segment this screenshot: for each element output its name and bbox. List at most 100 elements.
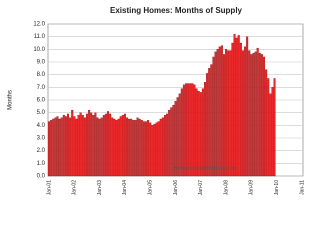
- x-tick-label: Jan-11: [299, 180, 305, 195]
- bar: [92, 115, 95, 177]
- bar: [157, 121, 160, 177]
- bar: [263, 56, 266, 177]
- bar: [48, 121, 51, 177]
- x-tick-label: Jan-09: [249, 180, 255, 196]
- bar: [189, 83, 192, 177]
- bar: [98, 118, 101, 177]
- bar: [244, 46, 247, 177]
- bar: [126, 117, 129, 177]
- chart-title: Existing Homes: Months of Supply: [110, 6, 243, 15]
- bar: [62, 115, 65, 177]
- bar: [132, 120, 135, 177]
- bar: [138, 118, 141, 177]
- watermark: www.calculatedriskblog.com: [174, 165, 237, 171]
- y-tick-label: 3.0: [37, 136, 46, 142]
- bar: [241, 50, 244, 177]
- bar: [113, 118, 116, 177]
- bar: [64, 116, 67, 177]
- bar: [225, 49, 228, 177]
- bar: [178, 93, 181, 177]
- bar: [50, 120, 53, 177]
- bar: [227, 50, 230, 177]
- y-tick-label: 6.0: [37, 98, 46, 104]
- bar: [229, 50, 232, 177]
- y-tick-label: 5.0: [37, 110, 46, 116]
- bar: [271, 87, 274, 177]
- x-tick-label: Jan-04: [122, 180, 128, 196]
- bar: [161, 117, 164, 177]
- bar: [155, 122, 158, 177]
- bar: [134, 120, 137, 177]
- bar: [111, 117, 114, 177]
- bar: [107, 111, 110, 177]
- bar: [185, 83, 188, 177]
- bar: [102, 115, 105, 177]
- bar: [248, 50, 251, 177]
- bar: [182, 84, 185, 177]
- bar: [145, 121, 147, 177]
- bar: [60, 117, 63, 177]
- x-tick-label: Jan-07: [198, 180, 204, 196]
- bar: [136, 117, 139, 177]
- bar: [191, 83, 194, 177]
- y-tick-label: 8.0: [37, 72, 46, 78]
- bar: [119, 116, 122, 177]
- bar: [193, 84, 196, 177]
- bar: [100, 117, 103, 177]
- bar: [147, 120, 150, 177]
- bar: [88, 109, 91, 177]
- bar: [77, 115, 80, 177]
- bar: [187, 83, 190, 177]
- bar: [235, 37, 238, 177]
- x-tick-label: Jan-02: [72, 180, 78, 196]
- bar: [273, 78, 276, 177]
- bar: [104, 113, 107, 177]
- x-tick-label: Jan-08: [223, 180, 229, 196]
- bar: [239, 42, 242, 177]
- bar: [79, 112, 82, 177]
- bar: [180, 88, 183, 177]
- y-tick-label: 7.0: [37, 85, 46, 91]
- bar: [218, 46, 221, 177]
- bar: [142, 121, 145, 177]
- bar: [256, 47, 259, 177]
- bar: [90, 112, 93, 177]
- y-tick-label: 11.0: [34, 34, 46, 40]
- bar: [149, 122, 152, 177]
- bar: [163, 115, 166, 177]
- y-tick-label: 9.0: [37, 60, 46, 66]
- bar: [254, 51, 257, 177]
- bar: [159, 118, 162, 177]
- bar: [140, 120, 143, 177]
- bar: [123, 113, 126, 177]
- x-tick-label: Jan-06: [173, 180, 179, 196]
- bar: [117, 118, 120, 177]
- bar: [94, 112, 97, 177]
- chart: Existing Homes: Months of Supply Months …: [7, 6, 306, 196]
- x-tick-label: Jan-05: [148, 180, 154, 196]
- bar: [216, 49, 219, 177]
- bar: [212, 56, 215, 177]
- y-tick-label: 1.0: [37, 161, 46, 167]
- bar: [267, 78, 270, 177]
- bar: [210, 64, 213, 177]
- bar: [130, 118, 133, 177]
- bar: [265, 69, 268, 177]
- bar: [197, 90, 200, 177]
- bar: [67, 113, 70, 177]
- bar: [52, 118, 55, 177]
- bar: [121, 115, 124, 177]
- bar: [109, 113, 112, 177]
- bar: [233, 33, 236, 177]
- bar: [252, 52, 255, 177]
- bar: [237, 35, 240, 177]
- bar: [166, 113, 169, 177]
- bar: [174, 101, 177, 177]
- bar: [71, 109, 74, 177]
- bar: [258, 52, 261, 177]
- bar: [222, 54, 225, 177]
- y-tick-label: 12.0: [33, 22, 45, 28]
- bar: [208, 68, 211, 177]
- bar: [58, 118, 61, 177]
- bar: [201, 88, 204, 177]
